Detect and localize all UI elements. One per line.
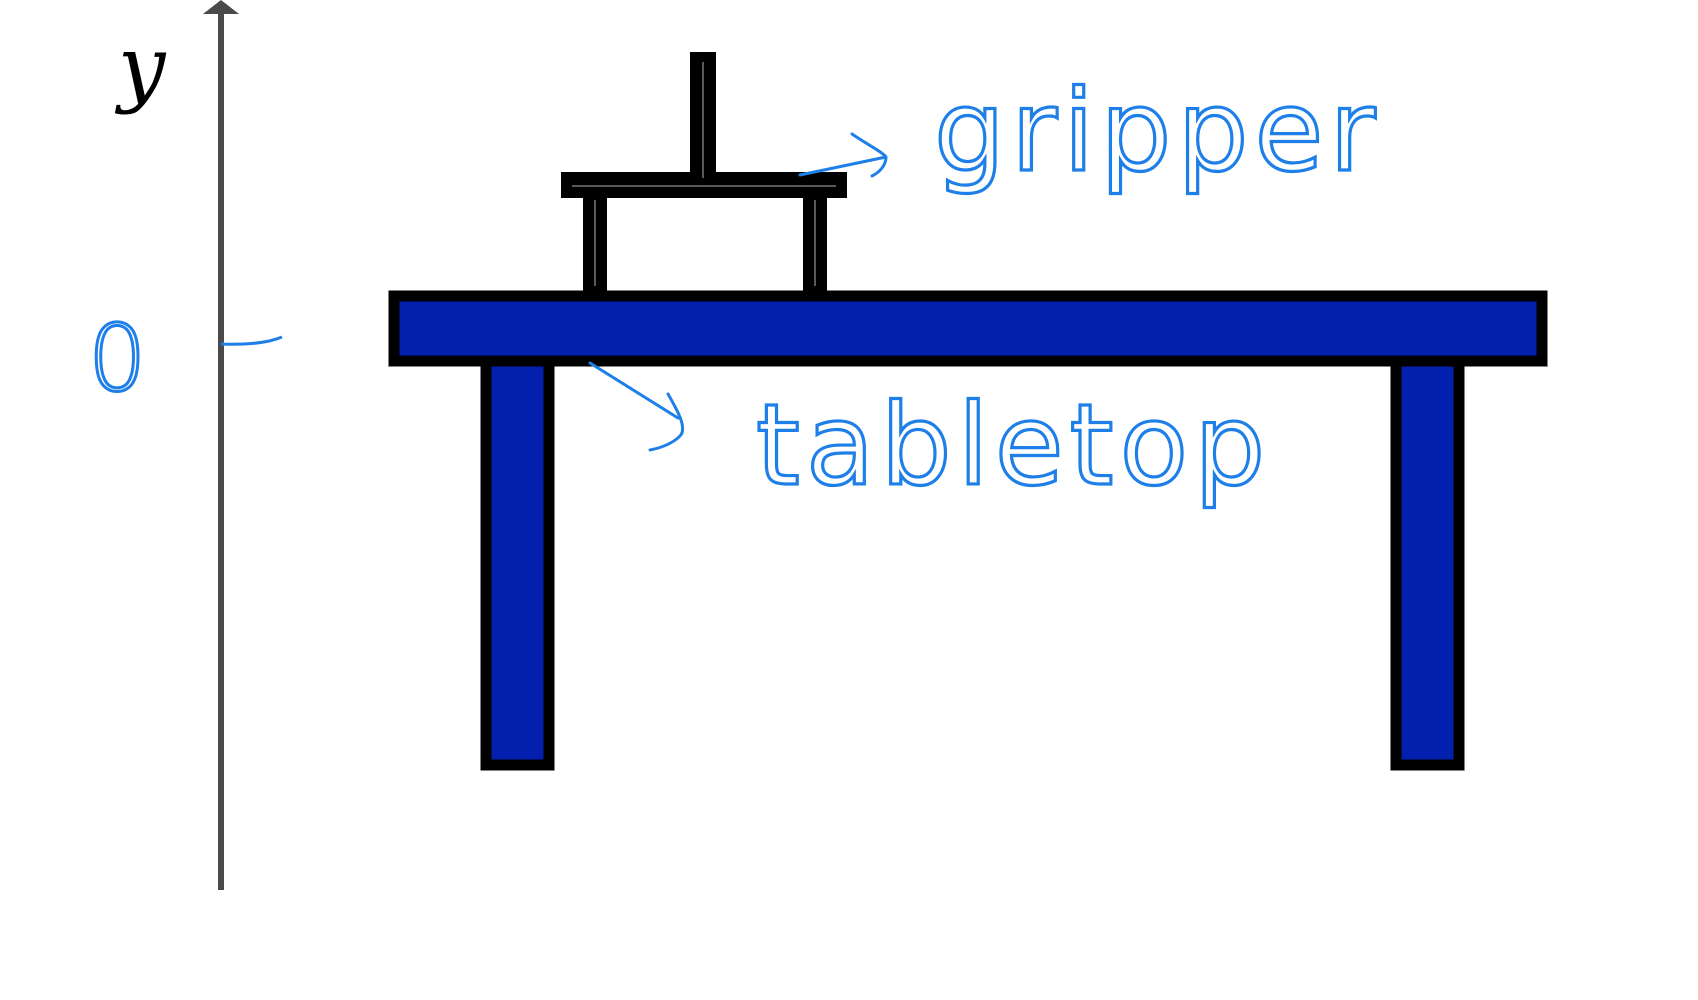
table-right-leg [1390, 355, 1465, 771]
tabletop-arrow [588, 361, 685, 452]
y-axis-arrowhead [203, 0, 239, 14]
y-axis-label: y [114, 18, 167, 116]
table [388, 290, 1548, 771]
tabletop-label: tabletop [756, 381, 1271, 511]
gripper-label: gripper [934, 67, 1381, 197]
y-axis: y [114, 0, 239, 890]
zero-tick-label: 0 [88, 305, 147, 412]
tabletop [388, 290, 1548, 367]
gripper-annotation: gripper [798, 65, 1381, 199]
tabletop-annotation: tabletop [588, 361, 1271, 513]
table-left-leg [480, 355, 555, 771]
gripper-arrow [798, 132, 888, 178]
zero-tick-group: 0 [87, 304, 283, 414]
zero-tick-mark [220, 335, 283, 346]
